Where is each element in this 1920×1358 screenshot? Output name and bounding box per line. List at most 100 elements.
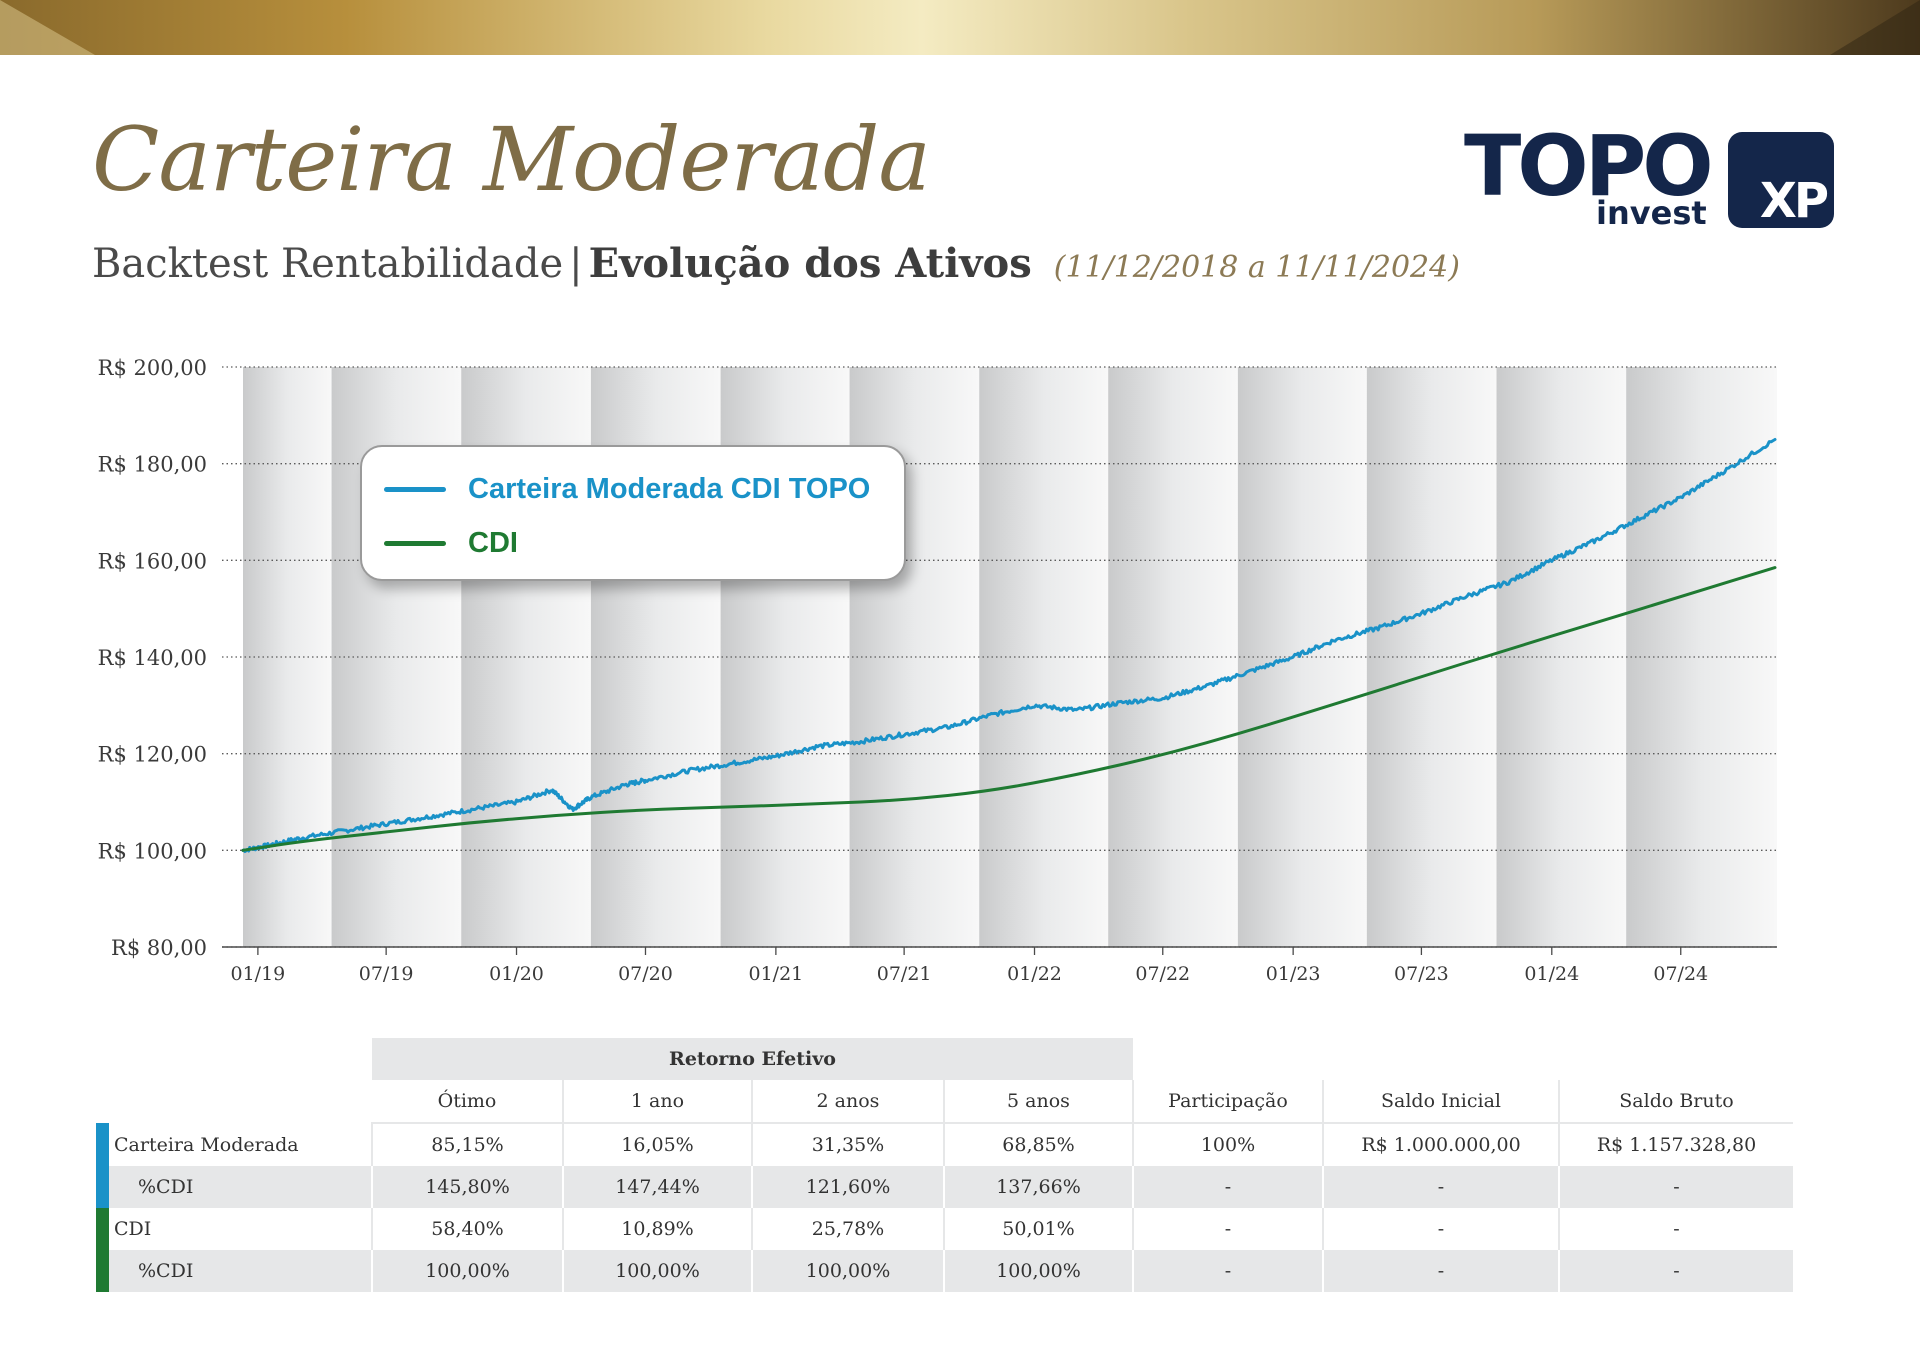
column-header: Saldo Inicial [1323, 1080, 1560, 1124]
row-label: %CDI [96, 1166, 373, 1208]
table-cell: - [1559, 1250, 1793, 1292]
topo-logo-word: TOPO [1464, 117, 1714, 215]
series-line-cdi [241, 566, 1777, 852]
column-header: 2 anos [752, 1080, 945, 1124]
x-tick-label: 07/22 [1135, 963, 1190, 985]
top-decorative-bar [0, 0, 1920, 55]
x-tick-label: 01/21 [748, 963, 803, 985]
row-label-text: %CDI [138, 1260, 194, 1282]
column-header: 1 ano [563, 1080, 753, 1124]
subtitle-separator: | [569, 241, 583, 287]
x-tick-label: 07/24 [1653, 963, 1708, 985]
row-label-text: %CDI [138, 1176, 194, 1198]
y-tick-label: R$ 80,00 [111, 936, 207, 960]
table-blank-cell [1559, 1038, 1793, 1080]
x-tick-label: 07/20 [618, 963, 673, 985]
row-label-text: Carteira Moderada [114, 1133, 299, 1156]
column-header: Participação [1133, 1080, 1324, 1124]
row-marker [96, 1250, 109, 1292]
page-title: Carteira Moderada [92, 108, 931, 211]
x-tick-label: 07/23 [1394, 963, 1449, 985]
column-header: Saldo Bruto [1559, 1080, 1793, 1124]
y-tick-label: R$ 200,00 [98, 356, 207, 380]
x-tick-label: 01/19 [230, 963, 285, 985]
table-row: Carteira Moderada 85,15% 16,05% 31,35% 6… [96, 1123, 1793, 1166]
table-cell: R$ 1.000.000,00 [1323, 1123, 1560, 1166]
table-cell: - [1133, 1166, 1324, 1208]
topo-logo-sub: invest [1596, 194, 1707, 232]
x-tick-label: 01/20 [489, 963, 544, 985]
x-tick-label: 07/19 [359, 963, 414, 985]
chart-band [1108, 367, 1238, 947]
table-cell: 25,78% [752, 1208, 945, 1250]
returns-table: Retorno Efetivo Ótimo 1 ano 2 anos 5 ano… [96, 1038, 1793, 1292]
table-cell: - [1133, 1208, 1324, 1250]
table-cell: - [1323, 1208, 1560, 1250]
table-cell: 100,00% [752, 1250, 945, 1292]
table-cell: - [1323, 1166, 1560, 1208]
subtitle-bold: Evolução dos Ativos [588, 240, 1032, 287]
table-cell: 31,35% [752, 1123, 945, 1166]
table-cell: R$ 1.157.328,80 [1596, 1134, 1757, 1156]
chart-band [243, 367, 332, 947]
table-cell: 16,05% [563, 1123, 753, 1166]
row-label: Carteira Moderada [96, 1123, 373, 1166]
table-cell: 58,40% [372, 1208, 564, 1250]
row-label-text: CDI [114, 1218, 152, 1240]
table-row: %CDI 100,00% 100,00% 100,00% 100,00% - -… [96, 1250, 1793, 1292]
table-cell: 137,66% [944, 1166, 1134, 1208]
x-tick-label: 01/23 [1266, 963, 1321, 985]
table-cell: 50,01% [944, 1208, 1134, 1250]
series-line-carteira [241, 438, 1777, 854]
table-blank-cell [96, 1080, 372, 1123]
period-label: (11/12/2018 a 11/11/2024) [1053, 250, 1460, 285]
table-row: %CDI 145,80% 147,44% 121,60% 137,66% - -… [96, 1166, 1793, 1208]
table-group-header-row: Retorno Efetivo [96, 1038, 1793, 1080]
table-cell: 100% [1133, 1123, 1324, 1166]
group-header-retorno-efetivo: Retorno Efetivo [372, 1038, 1133, 1080]
table-cell: 121,60% [752, 1166, 945, 1208]
chart-band [1496, 367, 1627, 947]
y-tick-label: R$ 140,00 [98, 646, 207, 670]
y-tick-label: R$ 100,00 [98, 839, 207, 863]
table-blank-cell [1323, 1038, 1559, 1080]
table-row: CDI 58,40% 10,89% 25,78% 50,01% - - - [96, 1208, 1793, 1250]
table-cell: 147,44% [563, 1166, 753, 1208]
chart-band [1626, 367, 1777, 947]
table-cell: 100,00% [563, 1250, 753, 1292]
row-label: CDI [96, 1208, 373, 1250]
table-cell: - [1559, 1166, 1793, 1208]
table-cell: - [1673, 1218, 1680, 1240]
x-tick-label: 01/22 [1007, 963, 1062, 985]
subtitle-left: Backtest Rentabilidade [92, 241, 564, 287]
table-cell: 145,80% [372, 1166, 564, 1208]
row-marker [96, 1208, 109, 1250]
table-cell: 10,89% [563, 1208, 753, 1250]
chart-legend: Carteira Moderada CDI TOPO CDI [360, 445, 906, 581]
column-header: Ótimo [372, 1080, 564, 1124]
table-cell: - [1133, 1250, 1324, 1292]
x-tick-label: 07/21 [877, 963, 932, 985]
legend-label-carteira: Carteira Moderada CDI TOPO [468, 472, 871, 505]
x-tick-label: 01/24 [1524, 963, 1579, 985]
table-cell: - [1323, 1250, 1560, 1292]
chart-band [1366, 367, 1497, 947]
chart-band [979, 367, 1109, 947]
table-cell: 100,00% [944, 1250, 1134, 1292]
legend-swatch-carteira [384, 486, 446, 492]
xp-logo-text: XP [1759, 173, 1829, 229]
table-corner-blank [96, 1038, 372, 1080]
legend-swatch-cdi [384, 540, 446, 546]
page-subtitle: Backtest Rentabilidade | Evolução dos Ativ… [92, 240, 1460, 287]
table-blank-cell [1133, 1038, 1323, 1080]
topo-invest-logo: TOPO invest [1464, 124, 1714, 234]
legend-item-cdi: CDI [384, 523, 518, 563]
y-tick-label: R$ 160,00 [98, 549, 207, 573]
row-marker [96, 1166, 109, 1208]
row-marker [96, 1123, 109, 1166]
column-header: 5 anos [944, 1080, 1134, 1124]
top-bar-bevel [0, 0, 1920, 55]
row-label: %CDI [96, 1250, 373, 1292]
y-tick-label: R$ 180,00 [98, 453, 207, 477]
table-cell: 68,85% [944, 1123, 1134, 1166]
